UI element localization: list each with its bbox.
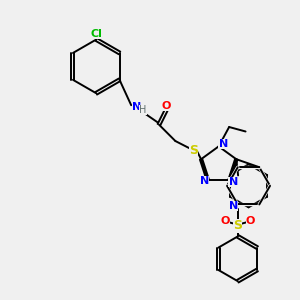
Text: N: N (200, 176, 209, 186)
Text: S: S (189, 143, 198, 157)
Text: N: N (229, 201, 238, 211)
Text: O: O (246, 216, 255, 226)
Text: O: O (162, 101, 171, 111)
Text: S: S (233, 220, 242, 232)
Text: N: N (229, 177, 238, 187)
Text: H: H (140, 105, 147, 115)
Text: O: O (220, 216, 230, 226)
Text: N: N (132, 102, 141, 112)
Text: N: N (218, 139, 228, 149)
Text: Cl: Cl (90, 29, 102, 39)
